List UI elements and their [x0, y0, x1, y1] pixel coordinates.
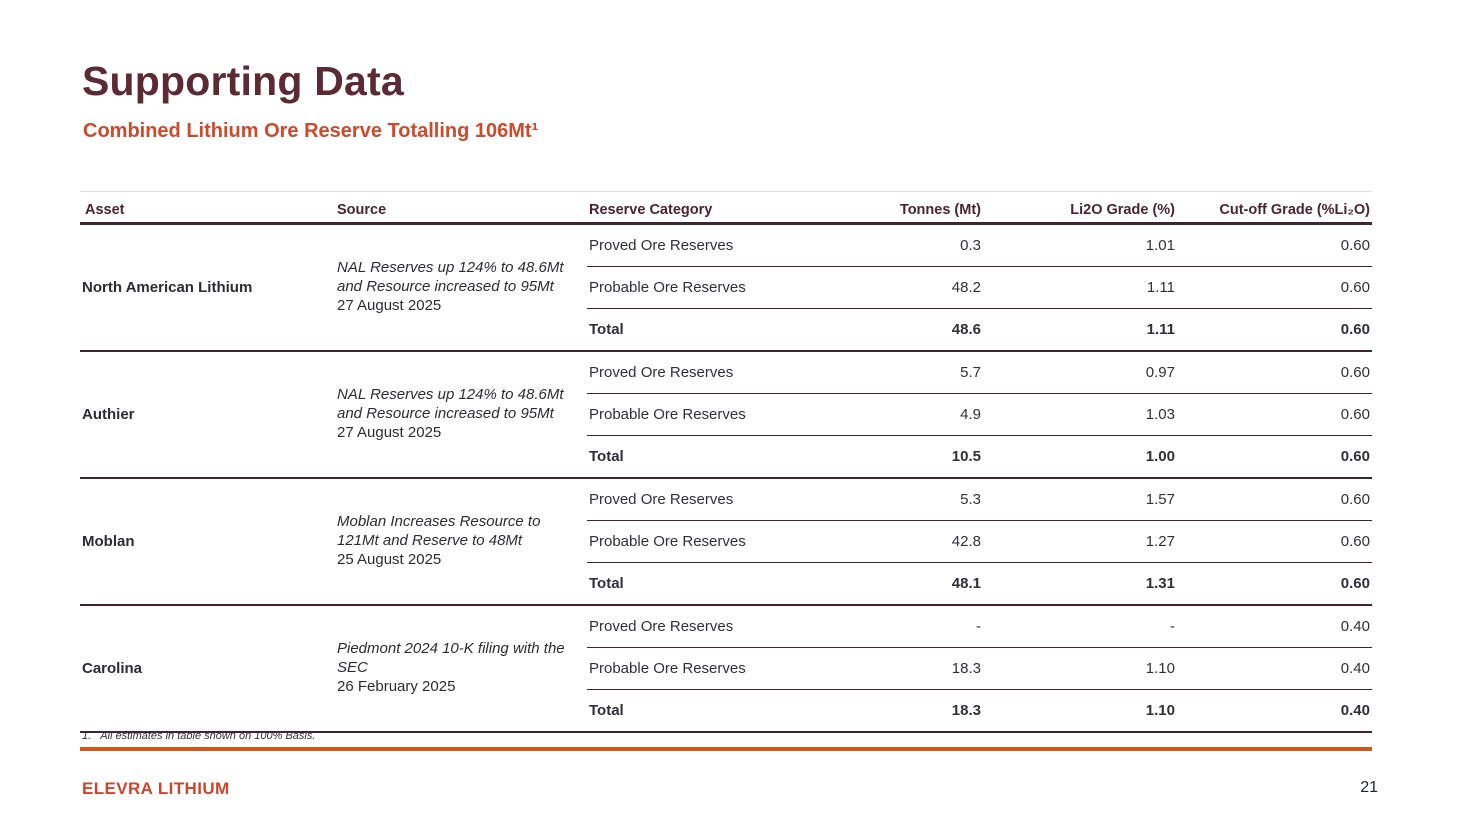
- reserve-category: Probable Ore Reserves: [587, 266, 787, 309]
- reserve-category: Total: [587, 435, 787, 479]
- table-row: Probable Ore Reserves 4.9 1.03 0.60: [80, 393, 1372, 436]
- asset-name: North American Lithium: [80, 223, 335, 352]
- reserves-table-wrapper: Asset Source Reserve Category Tonnes (Mt…: [80, 191, 1372, 733]
- reserve-category: Proved Ore Reserves: [587, 605, 787, 648]
- cutoff-value: 0.60: [1177, 435, 1372, 479]
- table-total-row: Total 18.3 1.10 0.40: [80, 689, 1372, 733]
- footnote-text: All estimates in table shown on 100% Bas…: [100, 730, 316, 742]
- reserve-category: Probable Ore Reserves: [587, 647, 787, 690]
- tonnes-value: 10.5: [787, 435, 983, 479]
- reserves-table: Asset Source Reserve Category Tonnes (Mt…: [80, 191, 1372, 733]
- footnote-marker: 1.: [82, 730, 92, 742]
- source-text: NAL Reserves up 124% to 48.6Mt and Resou…: [337, 386, 564, 423]
- table-row: Probable Ore Reserves 48.2 1.11 0.60: [80, 266, 1372, 309]
- asset-name: Moblan: [80, 478, 335, 606]
- cutoff-value: 0.60: [1177, 562, 1372, 606]
- cutoff-value: 0.40: [1177, 647, 1372, 690]
- grade-value: 1.03: [983, 393, 1177, 436]
- grade-value: 1.00: [983, 435, 1177, 479]
- tonnes-value: 18.3: [787, 647, 983, 690]
- source-text: NAL Reserves up 124% to 48.6Mt and Resou…: [337, 259, 564, 296]
- cutoff-value: 0.40: [1177, 689, 1372, 733]
- source-date: 27 August 2025: [337, 423, 442, 441]
- reserve-category: Total: [587, 308, 787, 352]
- grade-value: 1.01: [983, 223, 1177, 267]
- table-row: North American Lithium NAL Reserves up 1…: [80, 223, 1372, 352]
- header-source: Source: [335, 191, 587, 225]
- asset-source: NAL Reserves up 124% to 48.6Mt and Resou…: [335, 351, 587, 479]
- grade-value: 0.97: [983, 351, 1177, 394]
- asset-source: NAL Reserves up 124% to 48.6Mt and Resou…: [335, 223, 587, 352]
- asset-source: Moblan Increases Resource to 121Mt and R…: [335, 478, 587, 606]
- header-grade: Li2O Grade (%): [983, 191, 1177, 225]
- grade-value: 1.57: [983, 478, 1177, 521]
- grade-value: -: [983, 605, 1177, 648]
- cutoff-value: 0.60: [1177, 308, 1372, 352]
- page-subtitle: Combined Lithium Ore Reserve Totalling 1…: [83, 120, 539, 142]
- grade-value: 1.31: [983, 562, 1177, 606]
- tonnes-value: 4.9: [787, 393, 983, 436]
- asset-name: Carolina: [80, 605, 335, 733]
- grade-value: 1.27: [983, 520, 1177, 563]
- tonnes-value: -: [787, 605, 983, 648]
- cutoff-value: 0.60: [1177, 478, 1372, 521]
- reserve-category: Proved Ore Reserves: [587, 223, 787, 267]
- header-category: Reserve Category: [587, 191, 787, 225]
- table-row: Probable Ore Reserves 42.8 1.27 0.60: [80, 520, 1372, 563]
- brand-logo-text: ELEVRA LITHIUM: [82, 779, 230, 798]
- reserve-category: Probable Ore Reserves: [587, 393, 787, 436]
- header-tonnes: Tonnes (Mt): [787, 191, 983, 225]
- table-row: Carolina Piedmont 2024 10-K filing with …: [80, 605, 1372, 733]
- cutoff-value: 0.60: [1177, 266, 1372, 309]
- table-row: Probable Ore Reserves 18.3 1.10 0.40: [80, 647, 1372, 690]
- tonnes-value: 42.8: [787, 520, 983, 563]
- grade-value: 1.11: [983, 308, 1177, 352]
- source-text: Piedmont 2024 10-K filing with the SEC: [337, 640, 565, 677]
- header-cutoff: Cut-off Grade (%Li₂O): [1177, 191, 1372, 225]
- table-total-row: Total 48.1 1.31 0.60: [80, 562, 1372, 606]
- reserve-category: Total: [587, 689, 787, 733]
- tonnes-value: 48.1: [787, 562, 983, 606]
- reserve-category: Proved Ore Reserves: [587, 478, 787, 521]
- source-date: 25 August 2025: [337, 550, 442, 568]
- tonnes-value: 48.2: [787, 266, 983, 309]
- footer-divider: [80, 747, 1372, 751]
- grade-value: 1.10: [983, 689, 1177, 733]
- header-asset: Asset: [80, 191, 335, 225]
- reserve-category: Probable Ore Reserves: [587, 520, 787, 563]
- cutoff-value: 0.60: [1177, 393, 1372, 436]
- asset-source: Piedmont 2024 10-K filing with the SEC 2…: [335, 605, 587, 733]
- footnote: 1. All estimates in table shown on 100% …: [82, 730, 1372, 742]
- table-total-row: Total 10.5 1.00 0.60: [80, 435, 1372, 479]
- table-header-row: Asset Source Reserve Category Tonnes (Mt…: [80, 191, 1372, 225]
- cutoff-value: 0.40: [1177, 605, 1372, 648]
- asset-name: Authier: [80, 351, 335, 479]
- tonnes-value: 5.3: [787, 478, 983, 521]
- tonnes-value: 0.3: [787, 223, 983, 267]
- cutoff-value: 0.60: [1177, 520, 1372, 563]
- table-total-row: Total 48.6 1.11 0.60: [80, 308, 1372, 352]
- reserve-category: Proved Ore Reserves: [587, 351, 787, 394]
- page-number: 21: [1360, 779, 1378, 796]
- grade-value: 1.11: [983, 266, 1177, 309]
- tonnes-value: 18.3: [787, 689, 983, 733]
- source-date: 26 February 2025: [337, 677, 456, 695]
- cutoff-value: 0.60: [1177, 223, 1372, 267]
- page-title: Supporting Data: [82, 58, 404, 104]
- tonnes-value: 5.7: [787, 351, 983, 394]
- table-row: Authier NAL Reserves up 124% to 48.6Mt a…: [80, 351, 1372, 479]
- tonnes-value: 48.6: [787, 308, 983, 352]
- source-date: 27 August 2025: [337, 296, 442, 314]
- cutoff-value: 0.60: [1177, 351, 1372, 394]
- table-row: Moblan Moblan Increases Resource to 121M…: [80, 478, 1372, 606]
- reserve-category: Total: [587, 562, 787, 606]
- grade-value: 1.10: [983, 647, 1177, 690]
- source-text: Moblan Increases Resource to 121Mt and R…: [337, 513, 541, 550]
